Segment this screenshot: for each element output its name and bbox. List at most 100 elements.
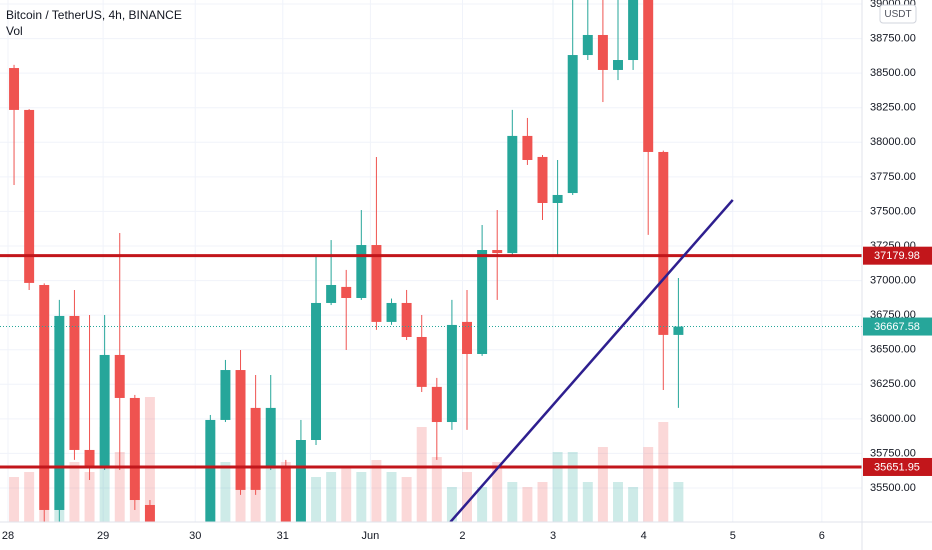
candle-body xyxy=(205,419,216,522)
volume-bar xyxy=(144,397,155,522)
level-box xyxy=(863,246,932,265)
x-tick-label: 3 xyxy=(550,530,556,542)
volume-bar xyxy=(220,462,231,522)
candle-body xyxy=(341,286,352,298)
indicator-label: Vol xyxy=(6,24,23,38)
candle-body xyxy=(99,354,110,466)
candle-body xyxy=(280,467,291,522)
last-price-label: 36667.58 xyxy=(874,321,920,333)
y-tick-label: 38000.00 xyxy=(870,136,916,148)
candle-body xyxy=(265,407,276,468)
candle-body xyxy=(371,245,382,322)
volume-bar xyxy=(462,472,472,522)
volume-bar xyxy=(628,487,639,522)
volume-bar xyxy=(311,477,322,522)
y-tick-label: 38500.00 xyxy=(870,67,916,79)
volume-bar xyxy=(567,452,578,522)
x-tick-label: 4 xyxy=(641,530,647,542)
candle-body xyxy=(643,0,654,152)
y-tick-label: 36500.00 xyxy=(870,344,916,356)
candle-body xyxy=(462,321,472,354)
volume-bar xyxy=(658,422,669,522)
candle-body xyxy=(628,0,639,61)
candle-body xyxy=(326,284,337,303)
level-box xyxy=(863,457,932,476)
candle-body xyxy=(69,315,80,450)
level-label: 35651.95 xyxy=(874,461,920,473)
candle-body xyxy=(477,250,488,354)
candle-body xyxy=(507,135,518,254)
y-tick-label: 35750.00 xyxy=(870,447,916,459)
y-tick-label: 35500.00 xyxy=(870,482,916,494)
candle-body xyxy=(537,156,548,203)
volume-bar xyxy=(265,462,276,522)
x-tick-label: 29 xyxy=(97,530,109,542)
x-tick-label: 6 xyxy=(819,530,825,542)
chart-title: Bitcoin / TetherUS, 4h, BINANCE xyxy=(6,8,182,22)
volume-bar xyxy=(386,472,397,522)
volume-bar xyxy=(416,427,427,522)
volume-bar xyxy=(552,452,563,522)
candle-body xyxy=(597,34,608,70)
currency-label[interactable]: USDT xyxy=(884,9,911,20)
candle-body xyxy=(114,354,125,398)
candle-body xyxy=(39,284,50,510)
candle-body xyxy=(54,315,65,510)
candle-body xyxy=(235,370,246,490)
volume-bar xyxy=(326,472,337,522)
candle-body xyxy=(401,302,412,337)
candle-body xyxy=(356,245,367,298)
volume-bar xyxy=(84,472,95,522)
y-tick-label: 38750.00 xyxy=(870,32,916,44)
y-tick-label: 37500.00 xyxy=(870,205,916,217)
candle-body xyxy=(144,504,155,522)
volume-bar xyxy=(446,487,457,522)
candle-body xyxy=(522,135,533,160)
x-tick-label: 2 xyxy=(459,530,465,542)
volume-bar xyxy=(356,472,367,522)
volume-bar xyxy=(582,482,593,522)
volume-bar xyxy=(477,487,488,522)
candle-body xyxy=(613,60,623,70)
candle-body xyxy=(84,449,95,468)
trend-line xyxy=(449,199,734,522)
volume-bar xyxy=(341,467,352,522)
volume-bar xyxy=(371,460,382,522)
volume-bar xyxy=(673,482,684,522)
volume-bar xyxy=(507,482,518,522)
y-tick-label: 36000.00 xyxy=(870,413,916,425)
candle-body xyxy=(567,55,578,194)
candle-body xyxy=(582,34,593,56)
x-tick-label: Jun xyxy=(362,530,380,542)
volume-bar xyxy=(613,482,623,522)
candle-body xyxy=(673,326,684,335)
candle-body xyxy=(220,370,231,420)
volume-bar xyxy=(522,487,533,522)
candle-body xyxy=(386,302,397,322)
volume-bar xyxy=(431,457,442,522)
volume-bar xyxy=(597,447,608,522)
x-tick-label: 30 xyxy=(189,530,201,542)
volume-bar xyxy=(9,477,20,522)
volume-bar xyxy=(401,477,412,522)
volume-bar xyxy=(643,447,654,522)
candle-body xyxy=(552,194,563,203)
last-price-box xyxy=(863,317,932,336)
candle-body xyxy=(129,397,140,501)
y-tick-label: 37000.00 xyxy=(870,274,916,286)
candle-body xyxy=(250,407,261,490)
currency-badge[interactable] xyxy=(879,4,917,24)
volume-bar xyxy=(69,462,80,522)
candle-body xyxy=(9,68,20,110)
candle-body xyxy=(658,151,669,335)
x-tick-label: 5 xyxy=(730,530,736,542)
x-tick-label: 31 xyxy=(277,530,289,542)
volume-bar xyxy=(492,462,503,522)
candle-body xyxy=(24,109,35,283)
x-tick-label: 28 xyxy=(2,530,14,542)
candle-body xyxy=(431,386,442,423)
candle-body xyxy=(295,440,306,522)
candle-body xyxy=(492,250,503,254)
volume-bar xyxy=(537,482,548,522)
